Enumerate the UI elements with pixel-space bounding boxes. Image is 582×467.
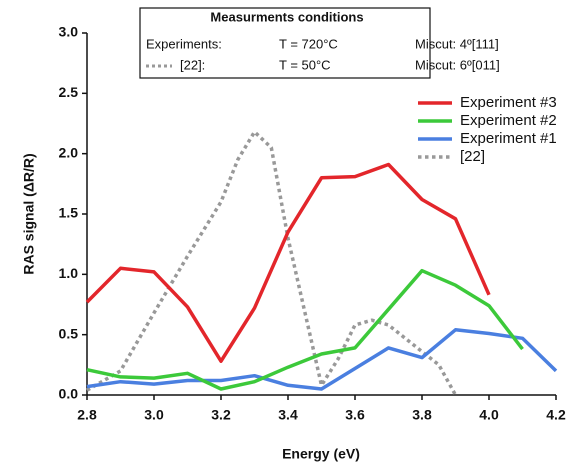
y-axis-label: RAS signal (ΔR/R) <box>21 153 37 274</box>
x-tick-label: 3.4 <box>278 407 298 423</box>
conditions-title: Measurments conditions <box>210 9 363 24</box>
x-axis-label: Energy (eV) <box>282 446 360 462</box>
conditions-cell: T = 50°C <box>279 57 331 72</box>
legend-label: Experiment #1 <box>460 130 557 147</box>
y-tick-label: 3.0 <box>59 24 79 40</box>
conditions-cell: Experiments: <box>146 36 222 51</box>
legend-label: Experiment #2 <box>460 112 557 129</box>
y-tick-label: 0.0 <box>59 386 79 402</box>
y-tick-label: 1.5 <box>59 205 79 221</box>
series-line <box>86 268 524 391</box>
conditions-frame <box>139 7 431 79</box>
x-tick-label: 4.0 <box>479 407 499 423</box>
series-line <box>86 328 558 391</box>
series-line <box>85 162 491 363</box>
y-tick-label: 2.5 <box>59 84 79 100</box>
legend-label: Experiment #3 <box>460 94 557 111</box>
x-tick-label: 4.2 <box>546 407 566 423</box>
conditions-cell: T = 720°C <box>279 36 338 51</box>
series-line <box>86 130 458 396</box>
x-tick-label: 3.6 <box>345 407 365 423</box>
x-tick-label: 2.8 <box>77 407 97 423</box>
y-tick-label: 0.5 <box>59 325 79 341</box>
y-tick-label: 2.0 <box>59 144 79 160</box>
y-tick-label: 1.0 <box>59 265 79 281</box>
conditions-cell: Miscut: 4º[111] <box>415 36 499 51</box>
conditions-cell: [22]: <box>180 57 205 72</box>
x-tick-label: 3.2 <box>211 407 231 423</box>
conditions-cell: Miscut: 6º[011] <box>415 57 500 72</box>
x-tick-label: 3.8 <box>412 407 432 423</box>
legend-label: [22] <box>460 148 485 165</box>
conditions-box: Measurments conditions <box>139 7 431 79</box>
x-tick-label: 3.0 <box>144 407 164 423</box>
